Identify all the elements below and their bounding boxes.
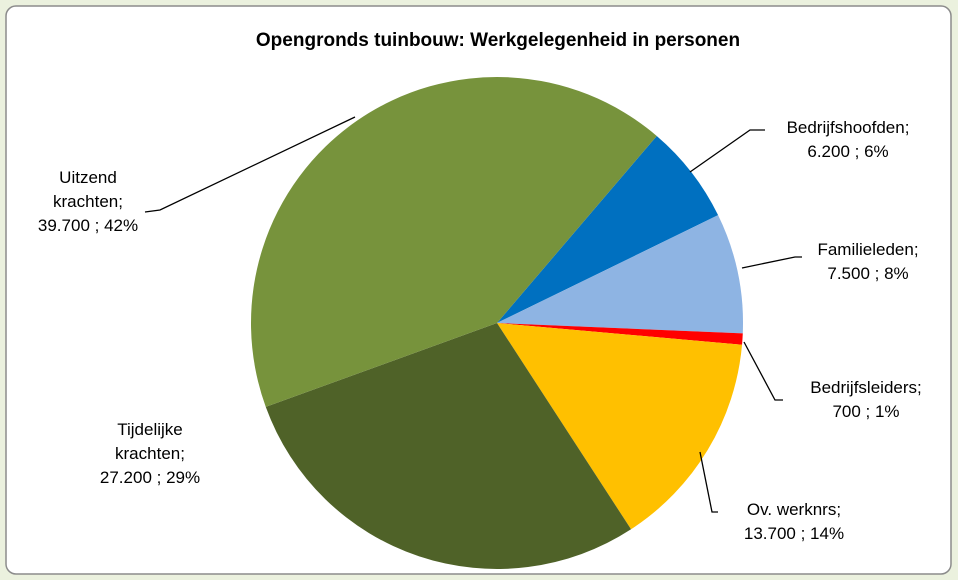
leader-line (743, 341, 783, 401)
value-label: 7.500 ; 8% (827, 264, 909, 283)
category-label: Uitzend krachten; (53, 168, 123, 211)
leader-line (741, 256, 802, 269)
leader-line (699, 451, 718, 513)
slice-label: Tijdelijke krachten; 27.200 ; 29% (100, 418, 200, 490)
pie-slice (251, 77, 657, 407)
slice-label: Familieleden; 7.500 ; 8% (768, 238, 958, 286)
leader-line (144, 116, 356, 213)
value-label: 700 ; 1% (832, 402, 900, 421)
pie-slice (497, 323, 743, 345)
slice-label: Uitzend krachten; 39.700 ; 42% (38, 166, 138, 238)
value-label: 13.700 ; 14% (743, 524, 845, 543)
slice-label: Bedrijfshoofden; 6.200 ; 6% (748, 116, 948, 164)
value-label: 6.200 ; 6% (807, 142, 889, 161)
value-label: 27.200 ; 29% (99, 468, 201, 487)
leader-line (689, 129, 765, 173)
pie-slice (497, 323, 743, 530)
leader-lines (144, 116, 802, 513)
slice-label: Ov. werknrs; 13.700 ; 14% (694, 498, 894, 546)
category-label: Bedrijfshoofden; (786, 118, 910, 137)
chart-title: Opengronds tuinbouw: Werkgelegenheid in … (256, 30, 740, 51)
category-label: Familieleden; (817, 240, 919, 259)
slice-label: Bedrijfsleiders; 700 ; 1% (766, 376, 958, 424)
category-label: Bedrijfsleiders; (810, 378, 922, 397)
pie-slice (497, 215, 743, 334)
pie-slice (497, 135, 719, 323)
category-label: Tijdelijke krachten; (115, 420, 185, 463)
pie-slice (265, 323, 632, 569)
value-label: 39.700 ; 42% (37, 216, 139, 235)
category-label: Ov. werknrs; (746, 500, 842, 519)
